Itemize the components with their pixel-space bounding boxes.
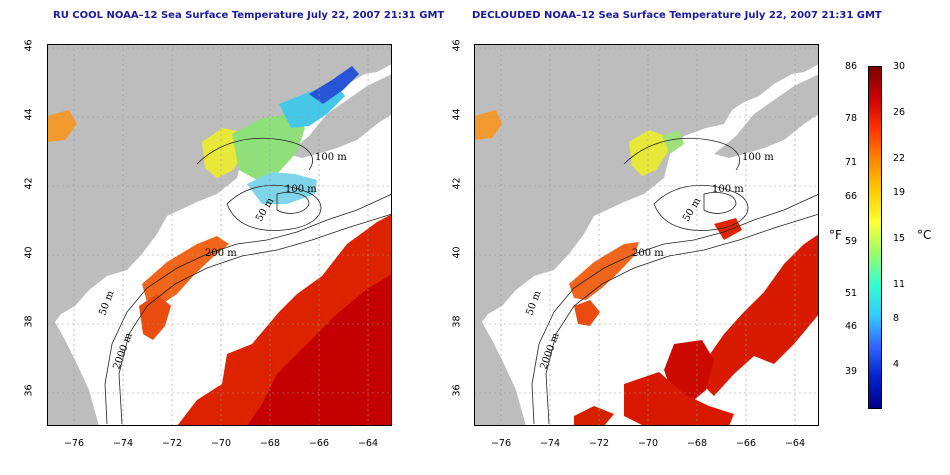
sst-warm-patch <box>624 372 734 426</box>
colorbar-f-tick: 51 <box>845 288 858 299</box>
sst-warm-patch <box>714 218 742 240</box>
sst-orange-nj <box>47 110 77 142</box>
lon-tick-label: −74 <box>539 438 561 449</box>
lat-tick-label: 36 <box>23 384 35 397</box>
title-left: RU COOL NOAA–12 Sea Surface Temperature … <box>53 10 445 21</box>
sst-map-declouded: 100 m 100 m 50 m 200 m 50 m 2000 m <box>474 44 819 426</box>
colorbar-c-tick: 19 <box>893 187 906 198</box>
sst-cyan-bank <box>247 172 317 204</box>
lon-tick-label: −70 <box>210 438 232 449</box>
contour-label: 100 m <box>315 152 347 163</box>
lon-tick-label: −72 <box>161 438 183 449</box>
bathymetry-contours <box>531 137 819 425</box>
bathymetry-contours <box>104 137 392 425</box>
contour-label: 100 m <box>285 184 317 195</box>
map-frame <box>474 44 819 426</box>
lon-tick-label: −74 <box>112 438 134 449</box>
temperature-colorbar <box>868 66 882 409</box>
lon-tick-label: −68 <box>259 438 281 449</box>
colorbar-c-tick: 15 <box>893 233 906 244</box>
map-panel-raw[interactable]: 100 m 100 m 50 m 200 m 50 m 2000 m <box>47 44 392 426</box>
title-right: DECLOUDED NOAA–12 Sea Surface Temperatur… <box>472 10 882 21</box>
sst-blue-region <box>309 66 359 104</box>
contour-label: 100 m <box>712 184 744 195</box>
colorbar-f-tick: 86 <box>845 61 858 72</box>
contour-label: 100 m <box>742 152 774 163</box>
sst-green-region <box>232 114 305 180</box>
colorbar-f-tick: 59 <box>845 236 858 247</box>
sst-green-region <box>662 130 684 154</box>
sst-orange-shelf <box>569 242 639 300</box>
sst-map-raw: 100 m 100 m 50 m 200 m 50 m 2000 m <box>47 44 392 426</box>
sst-warm-patch <box>702 234 819 396</box>
colorbar-c-tick: 26 <box>893 107 906 118</box>
lat-tick-label: 44 <box>451 108 463 121</box>
colorbar-f-tick: 39 <box>845 366 858 377</box>
lat-tick-label: 40 <box>23 246 35 259</box>
lon-tick-label: −64 <box>357 438 379 449</box>
colorbar-c-tick: 22 <box>893 153 906 164</box>
lat-tick-label: 36 <box>451 384 463 397</box>
lon-tick-label: −76 <box>63 438 85 449</box>
lat-tick-label: 40 <box>451 246 463 259</box>
sst-orange-nj <box>474 110 502 140</box>
lat-tick-label: 38 <box>451 315 463 328</box>
colorbar-f-tick: 46 <box>845 321 858 332</box>
sst-warm-region-inner <box>247 274 392 426</box>
colorbar-f-tick: 78 <box>845 113 858 124</box>
lat-tick-label: 42 <box>23 177 35 190</box>
lat-tick-label: 44 <box>23 108 35 121</box>
sst-yellow-region <box>629 130 668 176</box>
colorbar-c-tick: 30 <box>893 61 906 72</box>
celsius-unit: °C <box>917 228 932 242</box>
lon-tick-label: −70 <box>637 438 659 449</box>
map-frame <box>47 44 392 426</box>
land-nova-scotia <box>287 74 392 158</box>
graticule <box>47 44 392 426</box>
land-coastline <box>474 44 819 426</box>
lon-tick-label: −66 <box>735 438 757 449</box>
lon-tick-label: −76 <box>490 438 512 449</box>
lat-tick-label: 46 <box>451 39 463 52</box>
sst-warm-patch <box>574 406 614 426</box>
map-panel-declouded[interactable]: 100 m 100 m 50 m 200 m 50 m 2000 m <box>474 44 819 426</box>
sst-orange-slope <box>574 300 600 326</box>
fahrenheit-unit: °F <box>829 228 842 242</box>
lon-tick-label: −66 <box>308 438 330 449</box>
lat-tick-label: 42 <box>451 177 463 190</box>
colorbar-c-tick: 4 <box>893 359 900 370</box>
graticule <box>474 44 819 426</box>
lon-tick-label: −72 <box>588 438 610 449</box>
colorbar-f-tick: 71 <box>845 157 858 168</box>
colorbar-f-tick: 66 <box>845 191 858 202</box>
lon-tick-label: −64 <box>784 438 806 449</box>
land-nova-scotia <box>714 74 819 158</box>
colorbar-c-tick: 8 <box>893 313 900 324</box>
lat-tick-label: 38 <box>23 315 35 328</box>
lon-tick-label: −68 <box>686 438 708 449</box>
contour-label: 200 m <box>205 248 237 259</box>
land-coastline <box>47 44 392 426</box>
colorbar-c-tick: 11 <box>893 279 906 290</box>
lat-tick-label: 46 <box>23 39 35 52</box>
contour-label: 200 m <box>632 248 664 259</box>
